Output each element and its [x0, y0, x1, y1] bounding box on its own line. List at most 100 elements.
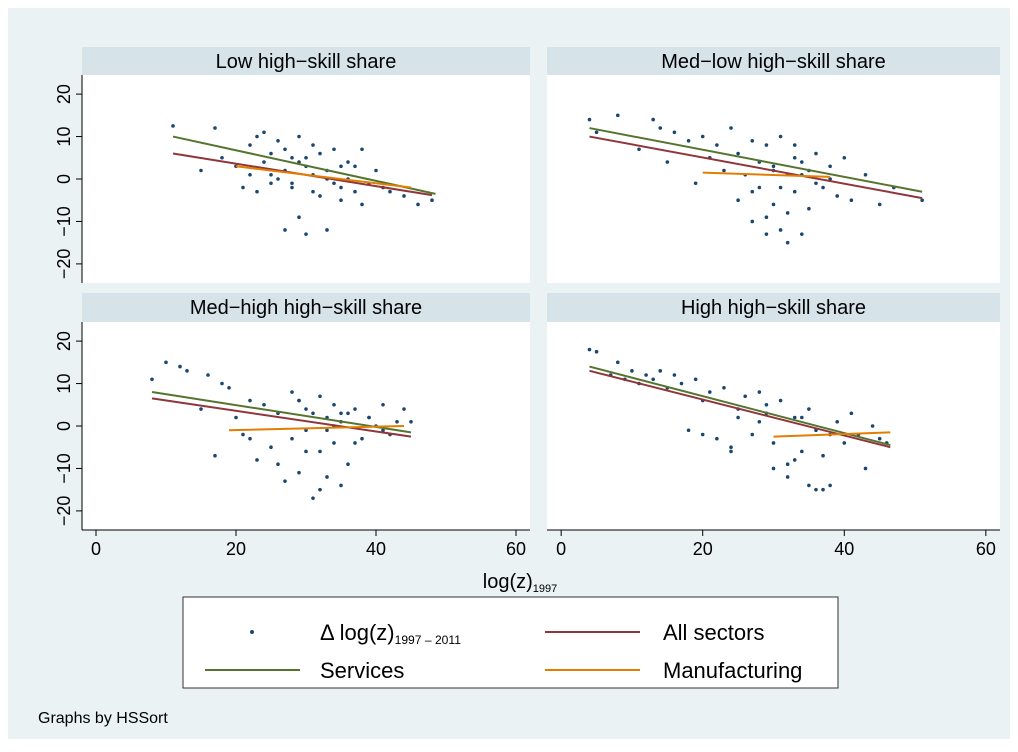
scatter-point — [311, 189, 315, 194]
scatter-point — [821, 453, 825, 458]
scatter-point — [290, 390, 294, 394]
scatter-point — [849, 198, 854, 203]
scatter-point — [792, 143, 797, 147]
scatter-point — [248, 436, 252, 441]
scatter-point — [388, 189, 392, 194]
scatter-point — [255, 189, 259, 194]
scatter-point — [736, 151, 740, 156]
legend-label-main: All sectors — [663, 620, 764, 645]
y-tick-label: 10 — [54, 374, 74, 394]
legend-label: All sectors — [663, 620, 764, 645]
scatter-point — [339, 164, 343, 169]
scatter-point — [297, 134, 301, 139]
scatter-point — [269, 151, 273, 156]
note: Graphs by HSSort — [38, 710, 168, 727]
scatter-point — [792, 189, 797, 194]
scatter-point — [255, 134, 259, 139]
scatter-point — [757, 390, 762, 394]
scatter-point — [750, 432, 755, 437]
plot-area — [547, 75, 1000, 283]
scatter-point — [615, 113, 620, 118]
scatter-point — [587, 117, 592, 122]
scatter-point — [821, 185, 825, 190]
scatter-point — [283, 228, 287, 232]
scatter-point — [785, 462, 790, 467]
scatter-point — [870, 424, 875, 428]
x-axis-title: log(z)1997 — [483, 571, 558, 595]
scatter-point — [877, 436, 882, 441]
scatter-point — [262, 402, 266, 407]
y-tick-label: −10 — [54, 206, 74, 237]
scatter-point — [276, 462, 280, 467]
scatter-point — [290, 181, 294, 186]
scatter-point — [637, 147, 641, 152]
scatter-point — [332, 441, 336, 445]
legend-label-main: Services — [320, 658, 404, 683]
scatter-point — [729, 126, 733, 130]
scatter-point — [318, 194, 322, 198]
scatter-point — [297, 215, 301, 220]
scatter-point — [743, 394, 747, 399]
scatter-point — [339, 198, 343, 203]
scatter-point — [785, 475, 790, 479]
scatter-point — [248, 172, 252, 177]
scatter-point — [276, 177, 280, 181]
scatter-point — [842, 441, 847, 445]
scatter-point — [729, 449, 733, 454]
scatter-point — [665, 160, 670, 164]
scatter-point — [269, 445, 273, 450]
scatter-point — [248, 143, 252, 147]
scatter-point — [594, 349, 599, 354]
scatter-point — [360, 436, 364, 441]
scatter-point — [778, 134, 783, 139]
scatter-point — [651, 377, 655, 382]
scatter-point — [220, 155, 224, 160]
scatter-point — [311, 411, 315, 416]
scatter-point — [849, 411, 854, 416]
scatter-point — [276, 138, 280, 143]
fit-line — [589, 135, 923, 200]
plot-area — [82, 75, 530, 283]
scatter-point — [679, 381, 684, 386]
scatter-point — [395, 419, 399, 424]
scatter-point — [304, 449, 308, 454]
x-tick-label: 40 — [834, 539, 854, 559]
fit-line — [589, 127, 923, 193]
scatter-point — [353, 164, 357, 169]
scatter-point — [241, 185, 245, 190]
scatter-point — [792, 155, 797, 160]
plot-area — [547, 322, 1000, 530]
scatter-point — [785, 240, 790, 245]
scatter-point — [325, 475, 329, 479]
scatter-point — [374, 168, 378, 173]
scatter-point — [814, 181, 818, 186]
scatter-point — [381, 402, 385, 407]
scatter-point — [353, 441, 357, 445]
scatter-point — [353, 189, 357, 194]
scatter-point — [283, 147, 287, 152]
x-tick-label: 0 — [91, 539, 101, 559]
scatter-point — [807, 407, 811, 411]
scatter-point — [332, 402, 336, 407]
scatter-point — [651, 117, 655, 122]
scatter-point — [722, 168, 726, 173]
scatter-point — [764, 402, 769, 407]
scatter-point — [757, 419, 762, 424]
scatter-point — [346, 411, 350, 416]
scatter-point — [332, 181, 336, 186]
scatter-point — [283, 479, 287, 483]
y-tick-label: −20 — [54, 249, 74, 280]
scatter-point — [213, 453, 217, 458]
scatter-point — [800, 449, 804, 454]
scatter-point — [318, 151, 322, 156]
fit-line — [151, 391, 412, 434]
x-tick-label: 20 — [693, 539, 713, 559]
scatter-point — [686, 428, 691, 433]
scatter-point — [304, 155, 308, 160]
scatter-point — [764, 232, 769, 236]
scatter-point — [920, 198, 924, 203]
scatter-point — [807, 206, 811, 211]
y-tick-label: 20 — [54, 331, 74, 351]
legend-label-subscript: 1997 – 2011 — [395, 633, 462, 647]
